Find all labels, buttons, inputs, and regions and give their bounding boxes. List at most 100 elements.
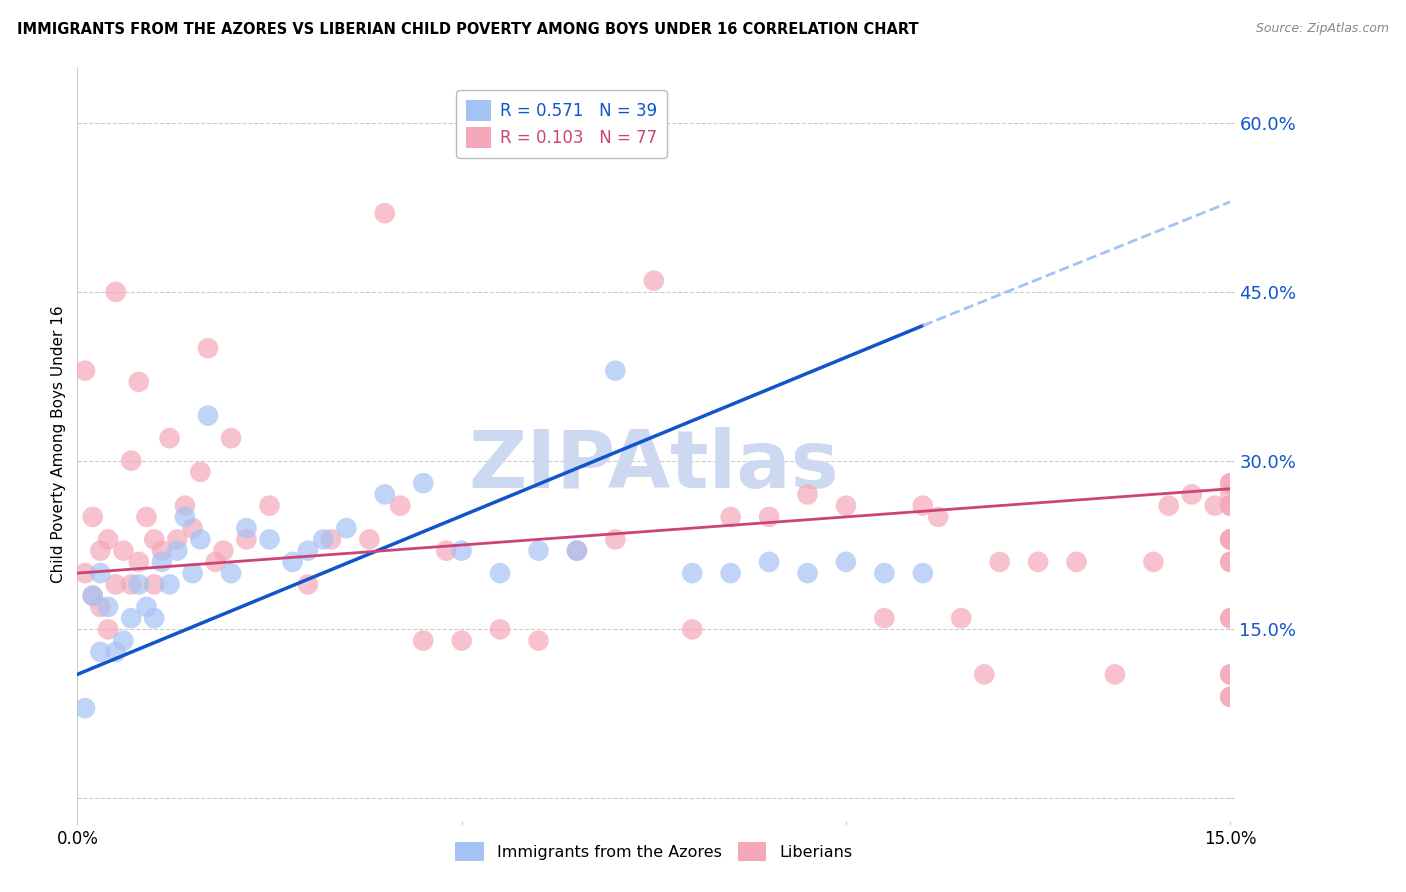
Point	[796, 487, 818, 501]
Text: ZIPAtlas: ZIPAtlas	[468, 427, 839, 506]
Point	[605, 364, 627, 378]
Point	[143, 533, 166, 547]
Point	[412, 633, 434, 648]
Point	[1219, 611, 1241, 625]
Point	[197, 341, 219, 355]
Point	[359, 533, 381, 547]
Point	[297, 577, 319, 591]
Point	[1219, 533, 1241, 547]
Point	[1219, 487, 1241, 501]
Point	[1219, 476, 1241, 491]
Point	[174, 509, 197, 524]
Point	[1219, 690, 1241, 704]
Point	[565, 543, 588, 558]
Point	[950, 611, 973, 625]
Point	[758, 509, 780, 524]
Point	[150, 555, 173, 569]
Point	[643, 274, 665, 288]
Point	[120, 577, 142, 591]
Point	[434, 543, 457, 558]
Point	[1219, 533, 1241, 547]
Point	[97, 533, 120, 547]
Point	[1066, 555, 1088, 569]
Point	[97, 599, 120, 614]
Point	[1219, 667, 1241, 681]
Point	[82, 589, 104, 603]
Point	[112, 633, 135, 648]
Point	[758, 555, 780, 569]
Point	[120, 453, 142, 467]
Point	[1142, 555, 1164, 569]
Point	[489, 566, 512, 581]
Point	[319, 533, 342, 547]
Point	[150, 543, 173, 558]
Point	[450, 543, 472, 558]
Point	[259, 499, 281, 513]
Point	[527, 543, 550, 558]
Point	[159, 431, 181, 445]
Point	[489, 623, 512, 637]
Point	[166, 533, 188, 547]
Point	[565, 543, 588, 558]
Point	[297, 543, 319, 558]
Point	[235, 533, 257, 547]
Point	[873, 611, 896, 625]
Point	[174, 499, 197, 513]
Point	[412, 476, 434, 491]
Point	[235, 521, 257, 535]
Text: IMMIGRANTS FROM THE AZORES VS LIBERIAN CHILD POVERTY AMONG BOYS UNDER 16 CORRELA: IMMIGRANTS FROM THE AZORES VS LIBERIAN C…	[17, 22, 918, 37]
Point	[197, 409, 219, 423]
Point	[1219, 476, 1241, 491]
Point	[143, 611, 166, 625]
Point	[1181, 487, 1204, 501]
Point	[73, 701, 96, 715]
Point	[1204, 499, 1226, 513]
Point	[796, 566, 818, 581]
Point	[835, 499, 858, 513]
Point	[835, 555, 858, 569]
Point	[1026, 555, 1049, 569]
Point	[1219, 690, 1241, 704]
Point	[1219, 667, 1241, 681]
Point	[873, 566, 896, 581]
Y-axis label: Child Poverty Among Boys Under 16: Child Poverty Among Boys Under 16	[51, 305, 66, 582]
Point	[128, 555, 150, 569]
Point	[450, 633, 472, 648]
Point	[1219, 499, 1241, 513]
Point	[988, 555, 1011, 569]
Point	[312, 533, 335, 547]
Point	[82, 589, 104, 603]
Point	[73, 566, 96, 581]
Point	[82, 509, 104, 524]
Point	[1104, 667, 1126, 681]
Point	[166, 543, 188, 558]
Point	[374, 206, 396, 220]
Point	[112, 543, 135, 558]
Point	[681, 623, 703, 637]
Point	[1219, 533, 1241, 547]
Point	[927, 509, 949, 524]
Point	[1219, 611, 1241, 625]
Point	[128, 375, 150, 389]
Point	[911, 566, 934, 581]
Point	[89, 566, 111, 581]
Point	[605, 533, 627, 547]
Point	[97, 623, 120, 637]
Point	[73, 364, 96, 378]
Point	[911, 499, 934, 513]
Point	[188, 465, 211, 479]
Legend: Immigrants from the Azores, Liberians: Immigrants from the Azores, Liberians	[447, 834, 860, 869]
Point	[219, 566, 242, 581]
Point	[143, 577, 166, 591]
Point	[1157, 499, 1180, 513]
Point	[335, 521, 357, 535]
Point	[188, 533, 211, 547]
Point	[104, 577, 127, 591]
Point	[204, 555, 226, 569]
Point	[181, 566, 204, 581]
Point	[281, 555, 304, 569]
Point	[104, 645, 127, 659]
Point	[135, 599, 157, 614]
Text: Source: ZipAtlas.com: Source: ZipAtlas.com	[1256, 22, 1389, 36]
Point	[212, 543, 235, 558]
